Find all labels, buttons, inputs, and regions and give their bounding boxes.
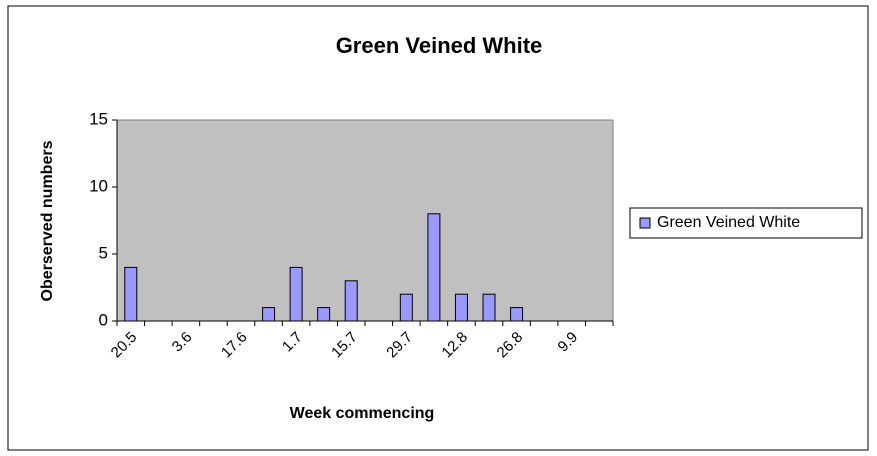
legend-frame (629, 207, 863, 239)
bar (427, 213, 441, 322)
chart-title: Green Veined White (336, 33, 543, 58)
legend-label: Green Veined White (657, 214, 800, 231)
x-axis-label: Week commencing (290, 405, 435, 422)
bar (482, 293, 496, 322)
y-axis-label: Oberserved numbers (39, 140, 56, 301)
bar (289, 266, 303, 322)
y-tick-label: 5 (99, 243, 108, 262)
bar (262, 307, 276, 322)
y-tick-label: 0 (99, 310, 108, 329)
bar (344, 280, 358, 322)
bar (510, 307, 524, 322)
legend-swatch (639, 217, 651, 229)
bar (399, 293, 413, 322)
y-tick-label: 10 (89, 176, 108, 195)
y-tick-label: 15 (89, 109, 108, 128)
bar (317, 307, 331, 322)
bar (454, 293, 468, 322)
plot-area (116, 119, 614, 322)
bar (124, 266, 138, 322)
